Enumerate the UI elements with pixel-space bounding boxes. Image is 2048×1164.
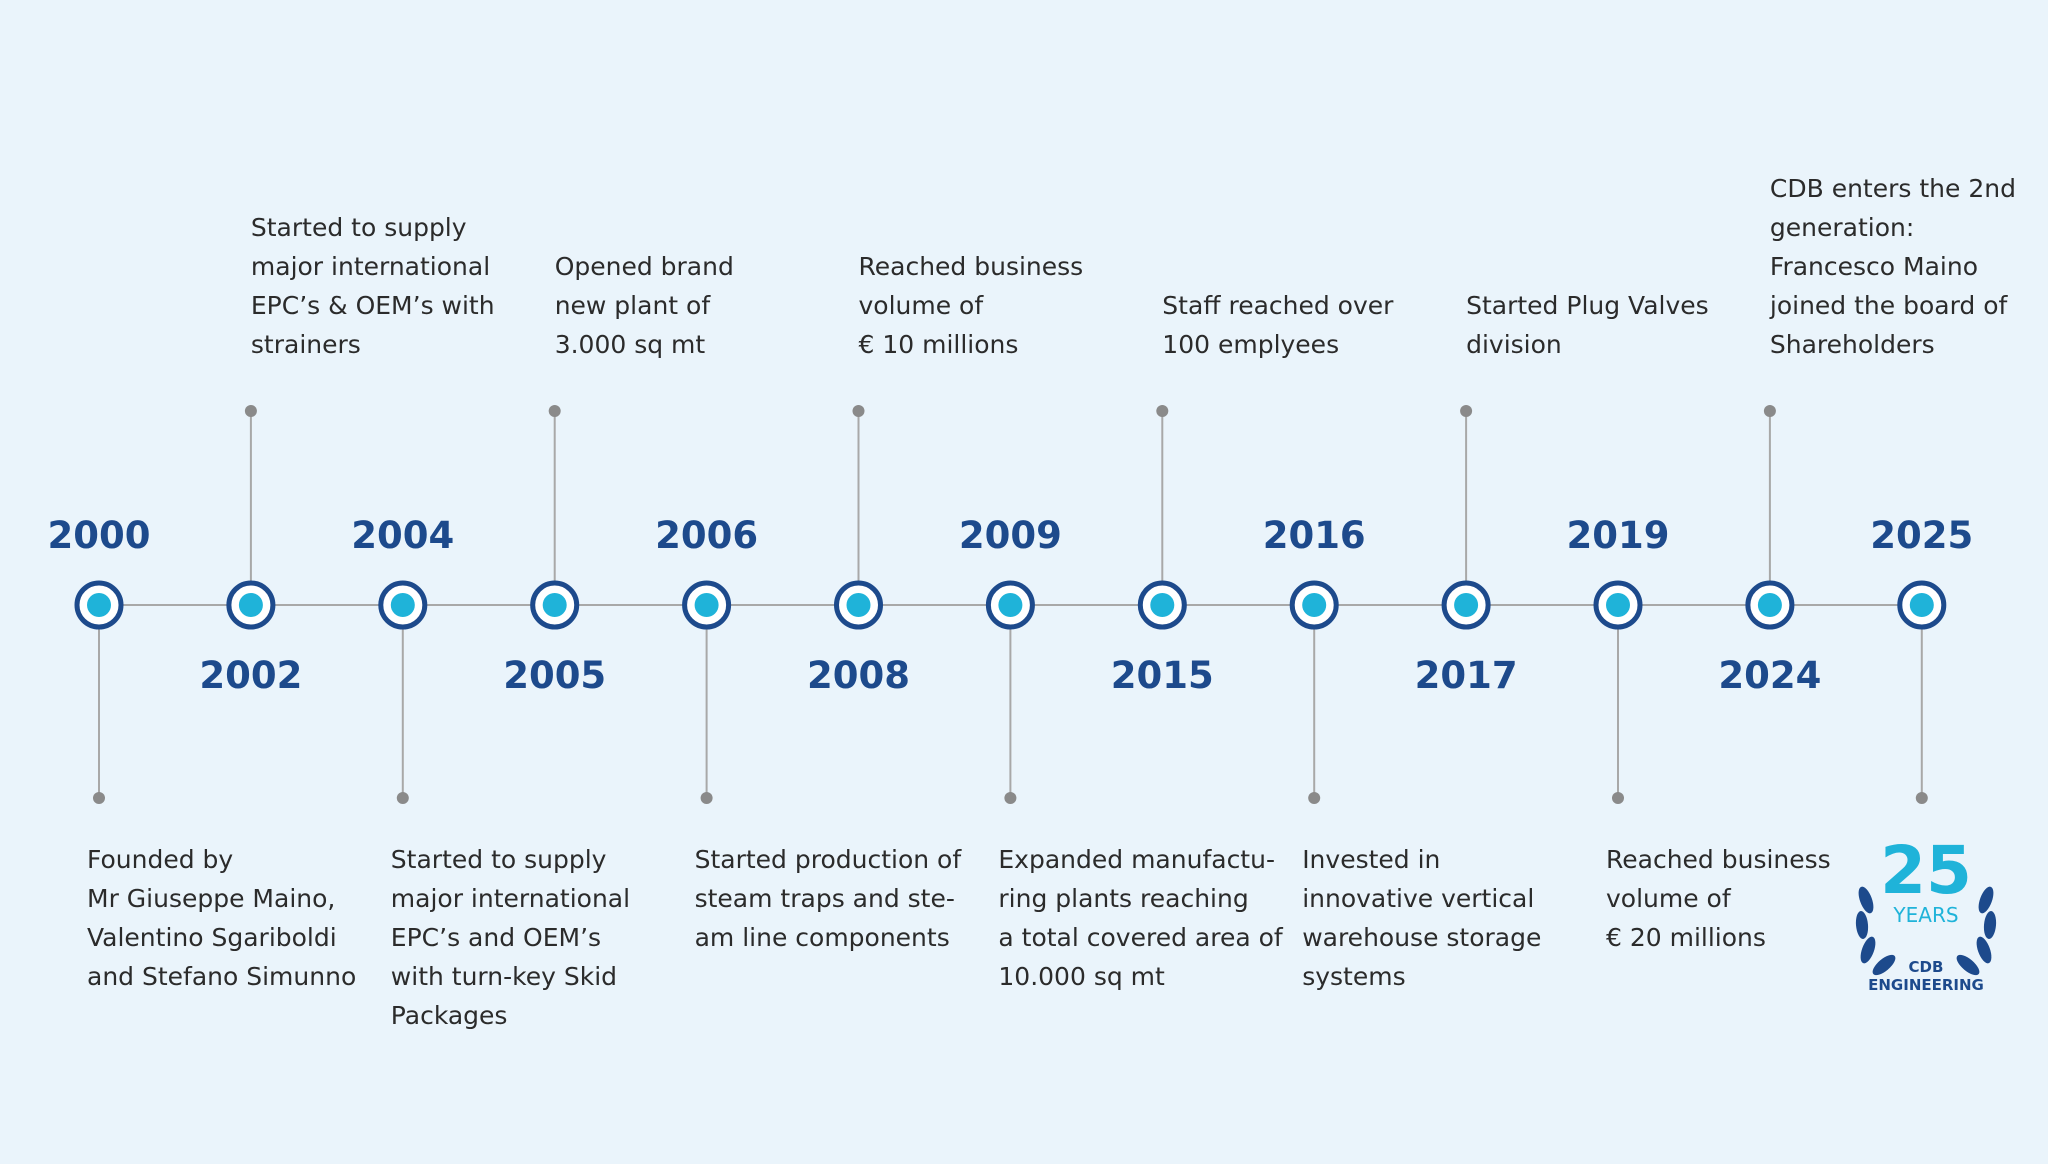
pin-dot <box>1156 405 1169 417</box>
description-line: 3.000 sq mt <box>555 330 706 359</box>
description-line: volume of <box>859 291 985 320</box>
description-line: and Stefano Simunno <box>87 962 356 991</box>
pin-dot <box>1004 792 1017 804</box>
year: 2019 <box>1567 514 1670 557</box>
year: 2008 <box>807 654 910 697</box>
description-line: generation: <box>1770 213 1914 242</box>
description-line: division <box>1466 330 1562 359</box>
description-line: EPC’s and OEM’s <box>391 923 601 952</box>
description-line: with turn-key Skid <box>391 962 617 991</box>
description-line: Founded by <box>87 845 233 874</box>
description-line: € 20 millions <box>1606 923 1766 952</box>
description-line: warehouse storage <box>1302 923 1541 952</box>
description-line: Reached business <box>859 252 1084 281</box>
description-line: Expanded manufactu- <box>998 845 1275 874</box>
description-line: Invested in <box>1302 845 1440 874</box>
pin-dot <box>1308 792 1321 804</box>
year: 2002 <box>199 654 302 697</box>
description-line: a total covered area of <box>998 923 1284 952</box>
description-line: CDB enters the 2nd <box>1770 174 2016 203</box>
logo-word: YEARS <box>1892 903 1958 927</box>
description-line: Mr Giuseppe Maino, <box>87 884 335 913</box>
node-inner <box>542 593 567 617</box>
description-line: Valentino Sgariboldi <box>87 923 337 952</box>
pin-dot <box>1763 405 1776 417</box>
node-inner <box>1909 593 1934 617</box>
description-line: Francesco Maino <box>1770 252 1978 281</box>
node-inner <box>238 593 263 617</box>
description-line: 10.000 sq mt <box>998 962 1165 991</box>
description-line: Started production of <box>695 845 963 874</box>
year: 2016 <box>1263 514 1366 557</box>
year: 2005 <box>503 654 606 697</box>
year: 2025 <box>1870 514 1973 557</box>
pin-dot <box>1460 405 1473 417</box>
description-line: Packages <box>391 1001 508 1030</box>
description-line: Started to supply <box>391 845 607 874</box>
description-line: € 10 millions <box>859 330 1019 359</box>
pin-dot <box>852 405 865 417</box>
node-inner <box>998 593 1023 617</box>
description-line: major international <box>391 884 630 913</box>
year: 2004 <box>351 514 454 557</box>
description-line: major international <box>251 252 490 281</box>
node-inner <box>1150 593 1175 617</box>
description-line: EPC’s & OEM’s with <box>251 291 495 320</box>
node-inner <box>87 593 111 617</box>
node-inner <box>1606 593 1630 617</box>
logo-brand: CDB <box>1909 958 1944 976</box>
laurel <box>1855 886 1997 976</box>
year: 2015 <box>1111 654 1214 697</box>
pin-dot <box>1915 792 1928 804</box>
description-line: joined the board of <box>1769 291 2009 320</box>
year: 2006 <box>655 514 758 557</box>
description-line: Reached business <box>1606 845 1831 874</box>
description-line: am line components <box>695 923 950 952</box>
pin-dot <box>244 405 257 417</box>
description-line: innovative vertical <box>1302 884 1534 913</box>
logo-number: 25 <box>1880 832 1972 909</box>
description-line: systems <box>1302 962 1405 991</box>
description-line: steam traps and ste- <box>695 884 955 913</box>
description-line: strainers <box>251 330 361 359</box>
pin-dot <box>1612 792 1624 804</box>
node-inner <box>846 593 871 617</box>
description-line: ring plants reaching <box>998 884 1248 913</box>
description-line: Opened brand <box>555 252 734 281</box>
year: 2017 <box>1415 654 1518 697</box>
pin-dot <box>93 792 105 804</box>
year: 2000 <box>48 514 151 557</box>
description-line: volume of <box>1606 884 1732 913</box>
node-inner <box>1454 593 1479 617</box>
node-inner <box>694 593 719 617</box>
description-line: Started to supply <box>251 213 467 242</box>
year: 2009 <box>959 514 1062 557</box>
description-line: Started Plug Valves <box>1466 291 1709 320</box>
description-line: Shareholders <box>1770 330 1935 359</box>
logo-subtitle: ENGINEERING <box>1868 976 1984 994</box>
pin-dot <box>396 792 409 804</box>
node-inner <box>1757 593 1782 617</box>
description-line: 100 emplyees <box>1162 330 1339 359</box>
node-inner <box>1302 593 1327 617</box>
description-line: new plant of <box>555 291 712 320</box>
node-inner <box>390 593 415 617</box>
year: 2024 <box>1718 654 1821 697</box>
logo: 25 YEARS CDB ENGINEERING <box>1855 832 1997 994</box>
pin-dot <box>548 405 561 417</box>
pin-dot <box>700 792 713 804</box>
description-line: Staff reached over <box>1162 291 1394 320</box>
